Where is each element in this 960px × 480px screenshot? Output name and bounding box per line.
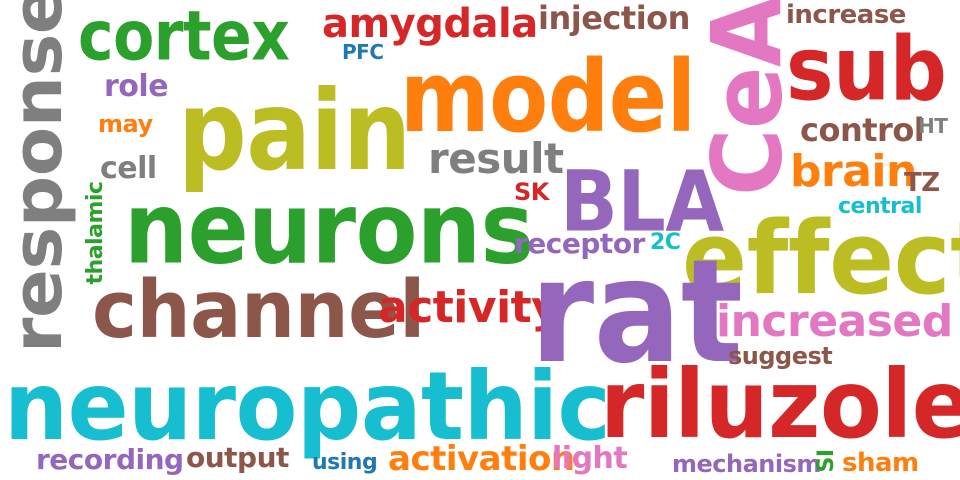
word-tz: TZ: [904, 168, 940, 198]
word-increase: increase: [786, 0, 906, 30]
word-pfc: PFC: [342, 40, 384, 64]
word-increased: increased: [716, 296, 953, 347]
word-amygdala: amygdala: [322, 1, 538, 47]
word-control: control: [800, 111, 925, 149]
word-neurons: neurons: [124, 171, 534, 287]
word-injection: injection: [538, 0, 690, 37]
word-sk: SK: [514, 178, 549, 206]
word-effect: effect: [682, 199, 960, 318]
word-activation: activation: [388, 439, 575, 479]
word-activity: activity: [378, 282, 560, 333]
word-suggest: suggest: [728, 342, 833, 370]
word-bla: BLA: [560, 152, 724, 251]
word-si: SI: [814, 449, 839, 473]
word-sub: sub: [786, 18, 947, 121]
word-may: may: [98, 110, 153, 138]
word-mechanism: mechanism: [672, 450, 821, 478]
word-riluzole: riluzole: [600, 349, 960, 460]
word-result: result: [428, 134, 564, 183]
word-2c: 2C: [650, 230, 681, 255]
word-output: output: [186, 441, 289, 474]
word-using: using: [312, 450, 378, 475]
word-role: role: [104, 69, 169, 104]
word-cortex: cortex: [78, 0, 290, 77]
word-light: light: [552, 441, 628, 476]
word-sham: sham: [842, 448, 919, 478]
word-pain: pain: [178, 66, 411, 196]
word-brain: brain: [790, 146, 917, 197]
word-model: model: [400, 39, 696, 155]
word-cea: CeA: [691, 0, 804, 196]
word-channel: channel: [92, 262, 425, 357]
word-neuropathic: neuropathic: [4, 351, 611, 462]
word-receptor: receptor: [514, 227, 645, 260]
word-central: central: [838, 194, 922, 219]
word-cell: cell: [100, 151, 157, 186]
word-ht: HT: [918, 114, 948, 138]
word-rat: rat: [530, 227, 743, 396]
word-recording: recording: [36, 443, 184, 476]
word-response: response: [0, 0, 77, 353]
word-thalamic: thalamic: [83, 181, 108, 285]
